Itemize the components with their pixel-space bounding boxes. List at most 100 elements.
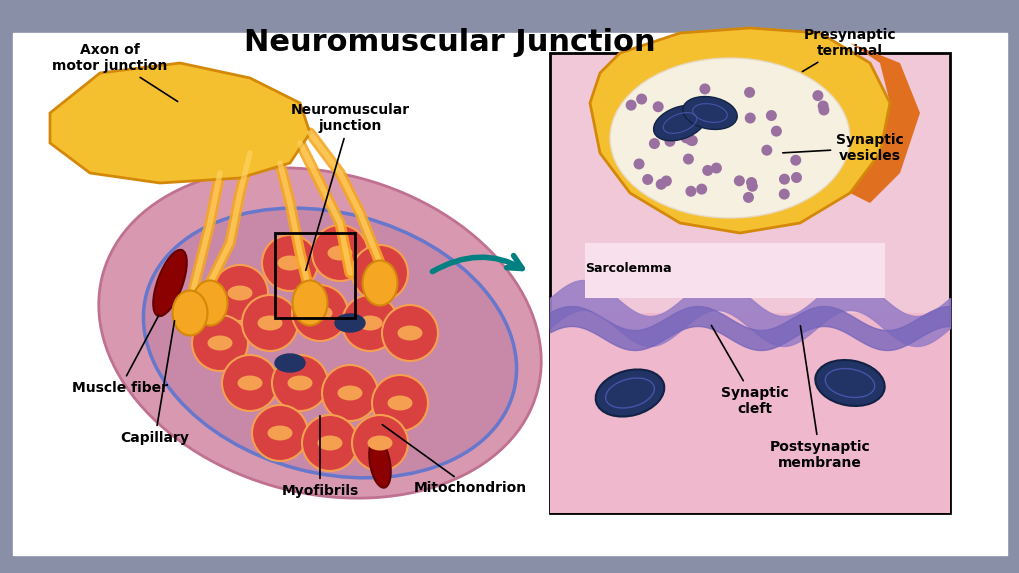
Circle shape	[382, 305, 437, 361]
Text: Myofibrils: Myofibrils	[281, 416, 359, 498]
Text: Muscle fiber: Muscle fiber	[72, 316, 168, 395]
Polygon shape	[849, 43, 919, 203]
Ellipse shape	[144, 208, 516, 478]
FancyArrowPatch shape	[432, 256, 522, 272]
FancyBboxPatch shape	[13, 33, 1006, 555]
Ellipse shape	[172, 291, 207, 336]
Circle shape	[715, 103, 726, 114]
Circle shape	[242, 295, 298, 351]
Circle shape	[710, 163, 721, 174]
Ellipse shape	[653, 105, 706, 141]
Ellipse shape	[317, 435, 342, 450]
Circle shape	[212, 265, 268, 321]
Circle shape	[742, 192, 753, 203]
Ellipse shape	[609, 58, 849, 218]
Ellipse shape	[367, 435, 392, 450]
Ellipse shape	[334, 314, 365, 332]
Ellipse shape	[387, 395, 412, 410]
Ellipse shape	[193, 281, 227, 325]
Circle shape	[744, 112, 755, 124]
Circle shape	[811, 90, 822, 101]
Ellipse shape	[277, 256, 303, 270]
Ellipse shape	[237, 375, 262, 391]
Circle shape	[685, 135, 696, 146]
Circle shape	[372, 375, 428, 431]
Circle shape	[760, 144, 771, 156]
Circle shape	[192, 315, 248, 371]
Ellipse shape	[153, 250, 186, 316]
Text: Neuromuscular Junction: Neuromuscular Junction	[244, 28, 655, 57]
FancyBboxPatch shape	[549, 313, 949, 513]
Ellipse shape	[595, 370, 663, 417]
Circle shape	[746, 180, 757, 192]
Circle shape	[686, 135, 697, 146]
Circle shape	[302, 415, 358, 471]
Ellipse shape	[287, 375, 312, 391]
Circle shape	[660, 175, 672, 186]
Circle shape	[625, 100, 636, 111]
Circle shape	[683, 154, 693, 164]
Circle shape	[817, 104, 828, 116]
Circle shape	[817, 100, 827, 112]
Ellipse shape	[682, 96, 737, 129]
Circle shape	[765, 110, 776, 121]
Circle shape	[642, 174, 652, 185]
Ellipse shape	[362, 261, 397, 305]
Circle shape	[222, 355, 278, 411]
Circle shape	[745, 177, 756, 188]
Ellipse shape	[369, 438, 390, 488]
Circle shape	[685, 186, 696, 197]
Polygon shape	[589, 28, 890, 233]
Circle shape	[676, 118, 687, 129]
Text: Postsynaptic
membrane: Postsynaptic membrane	[769, 325, 869, 470]
Circle shape	[790, 155, 801, 166]
Ellipse shape	[367, 265, 392, 281]
Text: Synaptic
cleft: Synaptic cleft	[710, 325, 788, 416]
Circle shape	[352, 245, 408, 301]
Ellipse shape	[357, 316, 382, 331]
Circle shape	[699, 84, 709, 95]
Circle shape	[655, 179, 666, 190]
Circle shape	[777, 189, 789, 199]
Circle shape	[252, 405, 308, 461]
Circle shape	[743, 87, 754, 98]
Text: Capillary: Capillary	[120, 321, 190, 445]
Text: Sarcolemma: Sarcolemma	[585, 261, 671, 274]
Circle shape	[733, 175, 744, 186]
Text: Neuromuscular
junction: Neuromuscular junction	[290, 103, 410, 270]
Ellipse shape	[267, 426, 292, 441]
Circle shape	[322, 365, 378, 421]
Ellipse shape	[257, 316, 282, 331]
Text: Mitochondrion: Mitochondrion	[382, 425, 526, 495]
Polygon shape	[50, 63, 310, 183]
Circle shape	[680, 132, 691, 143]
Circle shape	[636, 93, 646, 104]
FancyBboxPatch shape	[549, 53, 949, 513]
Ellipse shape	[227, 285, 253, 300]
FancyBboxPatch shape	[585, 243, 884, 298]
Ellipse shape	[337, 386, 362, 401]
Circle shape	[701, 165, 712, 176]
Circle shape	[648, 138, 659, 149]
Ellipse shape	[307, 305, 332, 320]
Circle shape	[696, 183, 706, 195]
Ellipse shape	[99, 168, 541, 498]
Ellipse shape	[275, 354, 305, 372]
Circle shape	[663, 136, 675, 147]
Circle shape	[291, 285, 347, 341]
Circle shape	[652, 101, 663, 112]
Circle shape	[272, 355, 328, 411]
Circle shape	[770, 125, 782, 137]
Text: Axon of
motor junction: Axon of motor junction	[52, 43, 177, 101]
Circle shape	[633, 159, 644, 170]
Ellipse shape	[292, 281, 327, 325]
Circle shape	[262, 235, 318, 291]
Text: Synaptic
vesicles: Synaptic vesicles	[782, 133, 903, 163]
Ellipse shape	[207, 336, 232, 351]
Ellipse shape	[397, 325, 422, 340]
Ellipse shape	[327, 245, 353, 261]
Ellipse shape	[814, 360, 883, 406]
Circle shape	[790, 172, 801, 183]
Circle shape	[312, 225, 368, 281]
Circle shape	[341, 295, 397, 351]
